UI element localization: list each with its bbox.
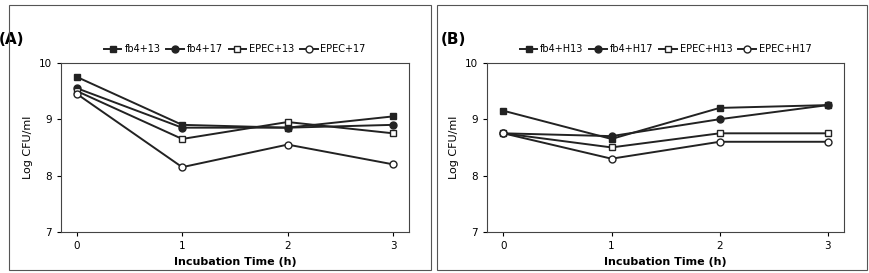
Line: EPEC+17: EPEC+17: [73, 90, 396, 171]
fb4+17: [71, 87, 82, 90]
Line: fb4+H13: fb4+H13: [500, 102, 830, 143]
EPEC+H13: [713, 132, 724, 135]
Line: fb4+13: fb4+13: [73, 73, 396, 131]
Line: EPEC+13: EPEC+13: [73, 88, 396, 143]
fb4+H17: [713, 118, 724, 121]
EPEC+13: [71, 89, 82, 93]
fb4+H13: [713, 106, 724, 109]
EPEC+H13: [498, 132, 508, 135]
EPEC+H17: [713, 140, 724, 143]
Line: fb4+17: fb4+17: [73, 85, 396, 131]
fb4+H13: [498, 109, 508, 112]
EPEC+17: [388, 163, 398, 166]
X-axis label: Incubation Time (h): Incubation Time (h): [174, 257, 295, 267]
EPEC+13: [282, 120, 293, 124]
fb4+H17: [606, 135, 616, 138]
Text: (B): (B): [441, 32, 466, 47]
X-axis label: Incubation Time (h): Incubation Time (h): [604, 257, 726, 267]
fb4+17: [282, 126, 293, 129]
fb4+13: [282, 126, 293, 129]
Line: EPEC+H17: EPEC+H17: [500, 130, 830, 162]
Text: (A): (A): [0, 32, 23, 47]
EPEC+H17: [821, 140, 832, 143]
Legend: fb4+13, fb4+17, EPEC+13, EPEC+17: fb4+13, fb4+17, EPEC+13, EPEC+17: [102, 42, 368, 56]
fb4+17: [176, 126, 187, 129]
EPEC+17: [71, 92, 82, 96]
Line: fb4+H17: fb4+H17: [500, 102, 830, 140]
fb4+13: [176, 123, 187, 126]
fb4+17: [388, 123, 398, 126]
Line: EPEC+H13: EPEC+H13: [500, 130, 830, 151]
Legend: fb4+H13, fb4+H17, EPEC+H13, EPEC+H17: fb4+H13, fb4+H17, EPEC+H13, EPEC+H17: [517, 42, 813, 56]
Y-axis label: Log CFU/ml: Log CFU/ml: [23, 116, 33, 179]
fb4+H17: [498, 132, 508, 135]
EPEC+H13: [821, 132, 832, 135]
EPEC+13: [388, 132, 398, 135]
EPEC+13: [176, 137, 187, 141]
EPEC+H17: [498, 132, 508, 135]
fb4+H17: [821, 103, 832, 107]
fb4+13: [388, 115, 398, 118]
EPEC+H13: [606, 146, 616, 149]
EPEC+H17: [606, 157, 616, 160]
fb4+H13: [606, 137, 616, 141]
fb4+H13: [821, 103, 832, 107]
EPEC+17: [282, 143, 293, 146]
Y-axis label: Log CFU/ml: Log CFU/ml: [449, 116, 459, 179]
fb4+13: [71, 75, 82, 79]
EPEC+17: [176, 165, 187, 169]
